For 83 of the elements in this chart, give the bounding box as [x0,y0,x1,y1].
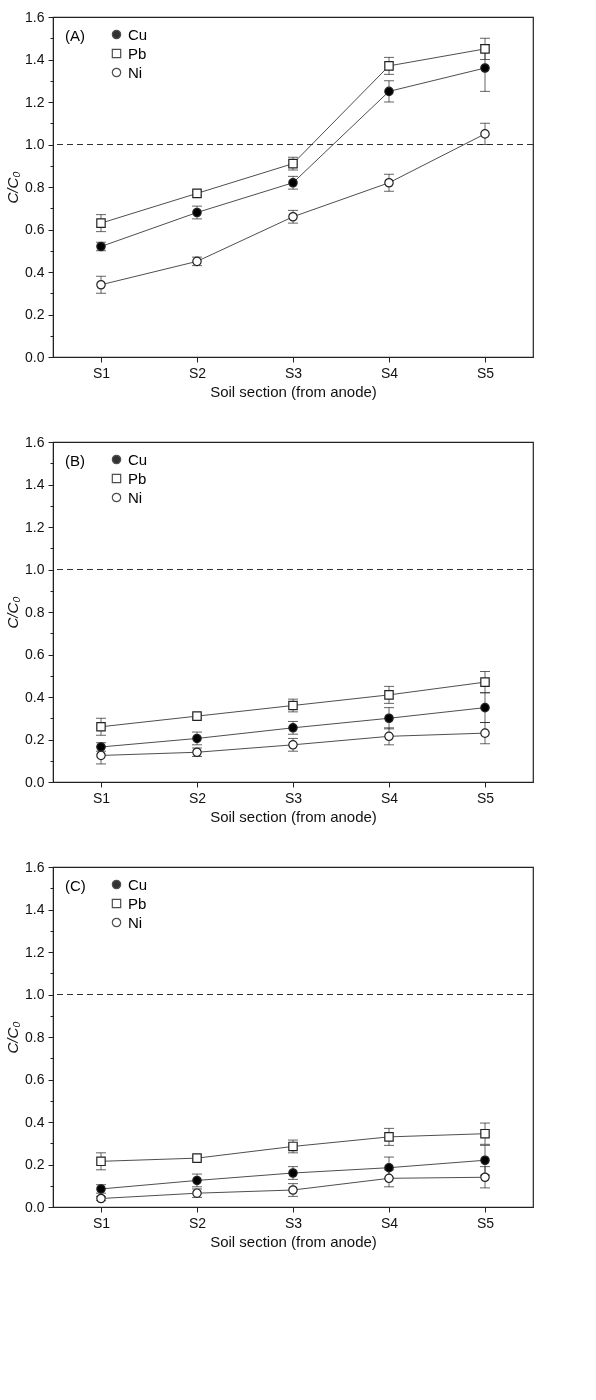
x-tick-label: S2 [188,1214,207,1231]
y-tick-label: 1.2 [25,93,45,110]
x-tick-label: S2 [188,789,207,806]
point [96,721,106,732]
y-tick-label: 0.4 [25,1113,45,1130]
y-tick-label: 0.8 [25,1028,45,1045]
y-tick-label: 0.4 [25,688,45,705]
legend-label: Ni [128,488,143,506]
x-tick-label: S3 [284,1214,303,1231]
point [480,63,490,73]
y-tick-label: 0.2 [25,306,45,322]
point [96,279,106,290]
y-tick-label: 1.2 [25,518,45,535]
y-axis-title: C/C₀ [4,171,22,204]
legend-label: Pb [128,44,147,62]
y-tick-label: 0.2 [25,731,45,747]
point [96,1156,106,1167]
y-tick-label: 1.4 [25,901,45,917]
y-tick-label: 0.6 [25,221,45,237]
x-tick-label: S3 [284,789,303,806]
point [384,61,394,71]
y-tick-label: 1.6 [25,858,45,875]
legend-label: Cu [128,450,148,468]
x-tick-label: S1 [92,789,111,806]
y-tick-label: 1.0 [25,136,45,152]
point [384,731,394,742]
point [384,1162,394,1173]
legend-label: Cu [128,875,148,893]
point [384,1173,394,1184]
y-tick-label: 0.0 [25,1198,45,1215]
y-tick-label: 1.4 [25,476,45,492]
point [384,713,394,724]
x-tick-label: S4 [380,789,399,806]
annotation: (B) [65,452,85,469]
y-tick-label: 1.0 [25,986,45,1002]
y-tick-label: 1.2 [25,943,45,960]
point [480,129,490,139]
point [480,728,490,738]
point [96,750,106,761]
x-tick-label: S4 [380,1214,399,1231]
legend-label: Pb [128,469,147,487]
legend-label: Ni [128,913,143,931]
y-tick-label: 1.0 [25,561,45,577]
y-tick-label: 0.6 [25,1071,45,1087]
point [480,1155,490,1166]
point [384,177,394,188]
annotation: (A) [65,27,85,44]
point [480,1172,490,1183]
y-tick-label: 1.6 [25,8,45,25]
x-tick-label: S5 [476,1214,495,1231]
x-axis-title: Soil section (from anode) [210,807,377,825]
x-axis-title: Soil section (from anode) [210,1232,377,1250]
point [480,677,490,687]
y-tick-label: 0.0 [25,348,45,365]
x-tick-label: S1 [92,364,111,381]
point [384,690,394,700]
point [384,1132,394,1142]
y-axis-title: C/C₀ [4,1021,22,1054]
legend-label: Pb [128,894,147,912]
y-tick-label: 0.8 [25,603,45,620]
x-tick-label: S5 [476,789,495,806]
point [480,702,490,713]
y-axis-title: C/C₀ [4,596,22,629]
point [480,1128,490,1139]
point [384,86,394,97]
y-tick-label: 0.6 [25,646,45,662]
point [480,44,490,54]
annotation: (C) [65,877,86,894]
y-tick-label: 0.4 [25,263,45,280]
point [96,218,106,228]
y-tick-label: 1.4 [25,51,45,67]
y-tick-label: 0.0 [25,773,45,790]
x-tick-label: S3 [284,364,303,381]
y-tick-label: 0.8 [25,178,45,195]
x-tick-label: S2 [188,364,207,381]
y-tick-label: 1.6 [25,433,45,450]
x-tick-label: S1 [92,1214,111,1231]
legend-label: Cu [128,25,148,43]
x-tick-label: S5 [476,364,495,381]
x-axis-title: Soil section (from anode) [210,382,377,400]
legend-label: Ni [128,63,143,81]
y-tick-label: 0.2 [25,1156,45,1172]
x-tick-label: S4 [380,364,399,381]
